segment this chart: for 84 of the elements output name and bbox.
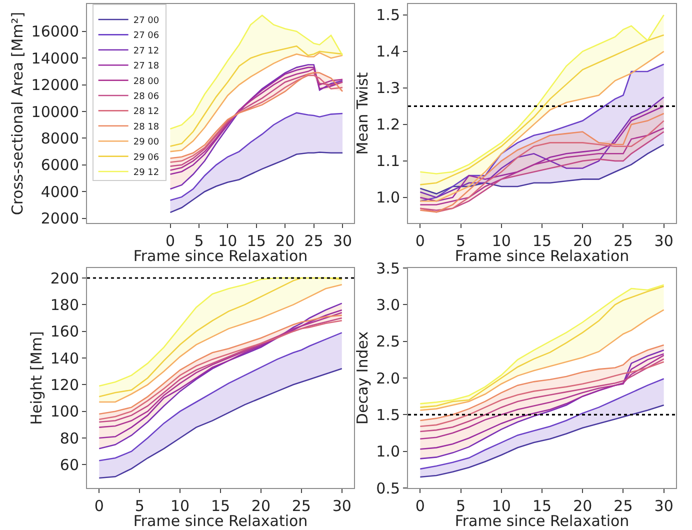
- y-tick-label: 12000: [31, 76, 79, 94]
- y-tick-label: 1.2: [376, 116, 400, 134]
- legend-label: 28 00: [133, 76, 160, 87]
- y-tick-label: 180: [50, 296, 79, 314]
- x-tick-label: 15: [210, 497, 230, 515]
- y-tick-label: 3.5: [376, 259, 400, 278]
- y-tick-label: 1.4: [376, 42, 400, 61]
- x-axis-title: Frame since Relaxation: [133, 247, 308, 265]
- x-tick-label: 5: [456, 232, 466, 250]
- line-series: [420, 309, 664, 411]
- x-tick-label: 10: [492, 497, 511, 515]
- y-tick-label: 160: [50, 322, 79, 341]
- y-tick-label: 120: [50, 376, 79, 394]
- x-tick-label: 15: [532, 232, 552, 250]
- y-tick-label: 2.0: [376, 369, 400, 388]
- y-axis-title: Mean Twist: [353, 72, 372, 155]
- y-tick-label: 1.0: [376, 188, 400, 207]
- line-series: [420, 144, 664, 194]
- y-tick-label: 80: [60, 429, 79, 448]
- y-tick-label: 14000: [31, 49, 79, 68]
- x-tick-label: 20: [573, 232, 592, 250]
- x-tick-label: 25: [614, 497, 633, 515]
- x-axis-title: Frame since Relaxation: [454, 512, 630, 530]
- y-tick-label: 8000: [40, 129, 79, 148]
- x-tick-label: 0: [415, 497, 425, 515]
- x-tick-label: 20: [251, 497, 270, 515]
- x-tick-label: 25: [614, 232, 633, 250]
- legend-label: 28 06: [133, 92, 160, 102]
- y-tick-label: 1.3: [376, 79, 400, 98]
- x-tick-label: 30: [332, 497, 352, 515]
- x-tick-label: 5: [194, 232, 204, 250]
- x-tick-label: 20: [276, 232, 295, 250]
- x-tick-label: 5: [456, 497, 466, 515]
- legend-label: 28 18: [133, 122, 160, 132]
- line-series: [420, 34, 664, 186]
- x-tick-label: 10: [492, 232, 511, 250]
- legend-label: 29 12: [133, 168, 160, 178]
- y-tick-label: 1.1: [376, 152, 400, 170]
- legend-label: 29 00: [133, 138, 160, 148]
- legend-label: 29 06: [133, 152, 160, 163]
- x-tick-label: 10: [170, 497, 190, 515]
- legend-label: 27 06: [133, 31, 160, 42]
- y-axis-title: Cross-sectional Area [Mm²]: [8, 12, 27, 216]
- x-tick-label: 25: [304, 232, 324, 250]
- legend-label: 27 12: [133, 46, 160, 56]
- x-tick-label: 20: [573, 497, 592, 515]
- line-series: [420, 404, 664, 478]
- y-tick-label: 1.0: [376, 442, 400, 461]
- y-tick-label: 1.5: [376, 6, 400, 24]
- y-tick-label: 2.5: [376, 332, 400, 351]
- x-axis-title: Frame since Relaxation: [133, 512, 308, 530]
- y-tick-label: 0.5: [376, 479, 400, 498]
- x-tick-label: 0: [415, 232, 425, 250]
- y-tick-label: 6000: [40, 156, 79, 174]
- y-tick-label: 1.5: [376, 406, 400, 424]
- y-tick-label: 200: [50, 269, 79, 288]
- line-series: [420, 344, 664, 422]
- line-series: [98, 368, 343, 479]
- x-tick-label: 30: [332, 232, 352, 250]
- y-tick-label: 10000: [31, 102, 79, 121]
- y-tick-label: 60: [60, 456, 79, 474]
- x-tick-label: 15: [246, 232, 266, 250]
- x-tick-label: 0: [165, 232, 176, 250]
- x-axis-title: Frame since Relaxation: [454, 247, 630, 265]
- line-series: [170, 14, 344, 130]
- y-tick-label: 4000: [40, 182, 79, 201]
- legend-label: 27 18: [133, 62, 160, 72]
- x-tick-label: 10: [218, 232, 238, 250]
- y-tick-label: 3.0: [376, 296, 400, 314]
- line-series: [170, 152, 344, 214]
- x-tick-label: 25: [292, 497, 311, 515]
- legend-label: 27 00: [133, 16, 160, 26]
- x-tick-label: 15: [532, 497, 552, 515]
- y-tick-label: 2000: [40, 210, 79, 228]
- x-tick-label: 0: [94, 497, 104, 515]
- y-tick-label: 100: [50, 402, 79, 421]
- y-tick-label: 140: [50, 349, 79, 368]
- x-tick-label: 30: [654, 497, 674, 515]
- y-axis-title: Decay Index: [353, 331, 372, 425]
- y-axis-title: Height [Mm]: [28, 331, 46, 425]
- x-tick-label: 5: [134, 497, 144, 515]
- legend-label: 28 12: [133, 107, 160, 118]
- y-tick-label: 16000: [31, 22, 79, 41]
- x-tick-label: 30: [654, 232, 674, 250]
